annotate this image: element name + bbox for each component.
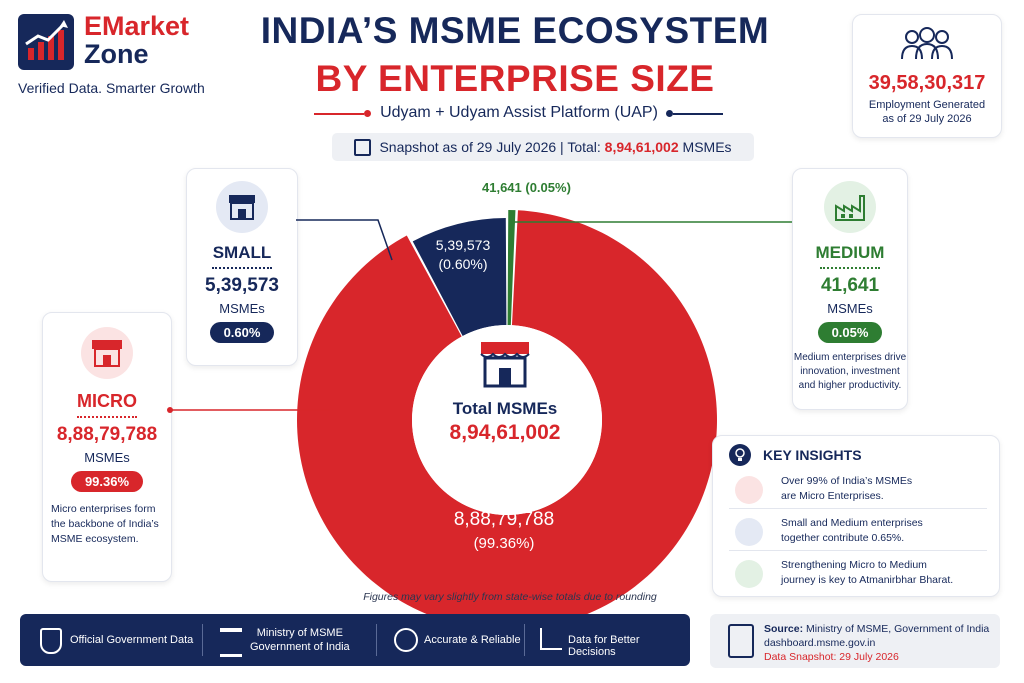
small-slice-value: 5,39,573 [435, 237, 491, 253]
micro-title: MICRO [77, 391, 137, 411]
connector-dot [167, 407, 173, 413]
key-insights-panel: KEY INSIGHTS Over 99% of India’s MSMEs a… [712, 435, 1000, 597]
lightbulb-icon [729, 444, 751, 466]
slice-small [412, 218, 507, 336]
micro-description: Micro enterprises form the backbone of I… [43, 502, 171, 547]
target-icon [735, 560, 763, 588]
source-label: Source: [764, 623, 804, 635]
micro-pct-badge: 99.36% [70, 471, 144, 492]
medium-outside-label: 41,641 (0.05%) [482, 180, 571, 195]
brand-tagline: Verified Data. Smarter Growth [18, 80, 205, 96]
medium-desc-line1: Medium enterprises drive [793, 352, 907, 363]
employment-label2: as of 29 July 2026 [882, 113, 972, 125]
brand-name-line2: Zone [84, 39, 149, 69]
micro-unit: MSMEs [84, 450, 130, 465]
source-box: Source: Ministry of MSME, Government of … [710, 614, 1000, 668]
employment-value: 39,58,30,317 [868, 72, 986, 94]
shop-icon [216, 181, 268, 233]
people-icon [735, 476, 763, 504]
insight-item: Over 99% of India’s MSMEs are Micro Ente… [729, 470, 987, 509]
document-icon [728, 624, 754, 658]
connector-dot [509, 219, 515, 225]
connector-small [296, 219, 393, 261]
micro-desc-line2: the backbone of India’s [51, 518, 159, 530]
footer-bar: Official Government Data Ministry of MSM… [20, 614, 690, 666]
subtitle: Udyam + Udyam Assist Platform (UAP) [380, 104, 658, 121]
insight-item: Small and Medium enterprises together co… [729, 512, 987, 551]
employment-card: 39,58,30,317 Employment Generated as of … [852, 14, 1002, 138]
insight-line2: together contribute 0.65%. [781, 532, 905, 544]
snapshot-total: 8,94,61,002 [604, 139, 679, 155]
store-icon [81, 327, 133, 379]
micro-slice-value: 8,88,79,788 [453, 509, 555, 530]
brand-name-line1: EMarket [84, 11, 190, 41]
medium-unit: MSMEs [827, 301, 873, 316]
snapshot-bar: Snapshot as of 29 July 2026 | Total: 8,9… [332, 133, 754, 161]
micro-desc-line1: Micro enterprises form [51, 503, 156, 515]
footer-item-ministry: Ministry of MSME Government of India [250, 626, 350, 654]
source-text: Ministry of MSME, Government of India [806, 623, 990, 635]
footer-ministry-line1: Ministry of MSME [256, 627, 343, 639]
shield-icon [40, 628, 62, 654]
center-value: 8,94,61,002 [449, 421, 561, 444]
insight-item: Strengthening Micro to Medium journey is… [729, 554, 987, 592]
insight-line2: journey is key to Atmanirbhar Bharat. [781, 574, 954, 586]
brand-logo [18, 14, 74, 70]
slice-micro [297, 210, 718, 630]
employment-label1: Employment Generated [868, 99, 986, 111]
center-label: Total MSMEs [452, 399, 558, 418]
subtitle-row: Udyam + Udyam Assist Platform (UAP) [314, 104, 724, 124]
source-snapshot: Data Snapshot: 29 July 2026 [764, 651, 899, 663]
factory-icon [824, 181, 876, 233]
snapshot-prefix: Snapshot as of 29 July 2026 | Total: [379, 139, 601, 155]
footer-item-decisions: Data for Better Decisions [568, 634, 640, 658]
snapshot-suffix: MSMEs [682, 139, 732, 155]
footer-item-official: Official Government Data [70, 634, 194, 646]
insight-line1: Over 99% of India’s MSMEs [781, 475, 913, 487]
page-title-line2: BY ENTERPRISE SIZE [315, 58, 715, 99]
small-card: SMALL 5,39,573 MSMEs 0.60% [186, 168, 298, 366]
medium-desc-line2: innovation, investment [800, 366, 900, 377]
insight-line1: Strengthening Micro to Medium [781, 559, 927, 571]
government-building-icon [220, 628, 242, 657]
donut-hole [412, 325, 602, 515]
brand-name: EMarket Zone [84, 12, 189, 68]
micro-card: MICRO 8,88,79,788 MSMEs 99.36% Micro ent… [42, 312, 172, 582]
footer-item-accurate: Accurate & Reliable [424, 634, 521, 646]
page-title-line1: INDIA’S MSME ECOSYSTEM [260, 10, 770, 51]
small-pct-badge: 0.60% [209, 322, 275, 343]
growth-chart-icon [25, 20, 68, 60]
medium-description: Medium enterprises drive innovation, inv… [793, 351, 907, 393]
micro-slice-pct: (99.36%) [473, 535, 535, 552]
source-url: dashboard.msme.gov.in [764, 637, 876, 649]
insights-title: KEY INSIGHTS [763, 447, 862, 463]
slice-medium [507, 210, 516, 326]
medium-value: 41,641 [820, 275, 880, 296]
people-icon [901, 27, 953, 60]
donut-center: Total MSMEs 8,94,61,002 [420, 336, 590, 445]
calendar-icon [354, 138, 372, 156]
small-value: 5,39,573 [205, 275, 279, 296]
target-icon [394, 628, 418, 652]
small-unit: MSMEs [219, 301, 265, 316]
medium-desc-line3: and higher productivity. [798, 380, 902, 391]
micro-desc-line3: MSME ecosystem. [51, 533, 139, 545]
bar-chart-icon [540, 628, 562, 650]
small-title: SMALL [212, 243, 272, 262]
store-icon [480, 342, 530, 388]
footer-ministry-line2: Government of India [250, 641, 350, 653]
medium-title: MEDIUM [815, 243, 885, 262]
medium-card: MEDIUM 41,641 MSMEs 0.05% Medium enterpr… [792, 168, 908, 410]
small-slice-pct: (0.60%) [438, 256, 488, 272]
bar-chart-icon [735, 518, 763, 546]
medium-pct-badge: 0.05% [817, 322, 883, 343]
insight-line1: Small and Medium enterprises [781, 517, 923, 529]
micro-value: 8,88,79,788 [56, 424, 158, 445]
footnote: Figures may vary slightly from state-wis… [363, 591, 657, 603]
small-slice-label: 5,39,573 (0.60%) [424, 236, 502, 274]
insight-line2: are Micro Enterprises. [781, 490, 884, 502]
micro-slice-label: 8,88,79,788 (99.36%) [424, 508, 584, 556]
